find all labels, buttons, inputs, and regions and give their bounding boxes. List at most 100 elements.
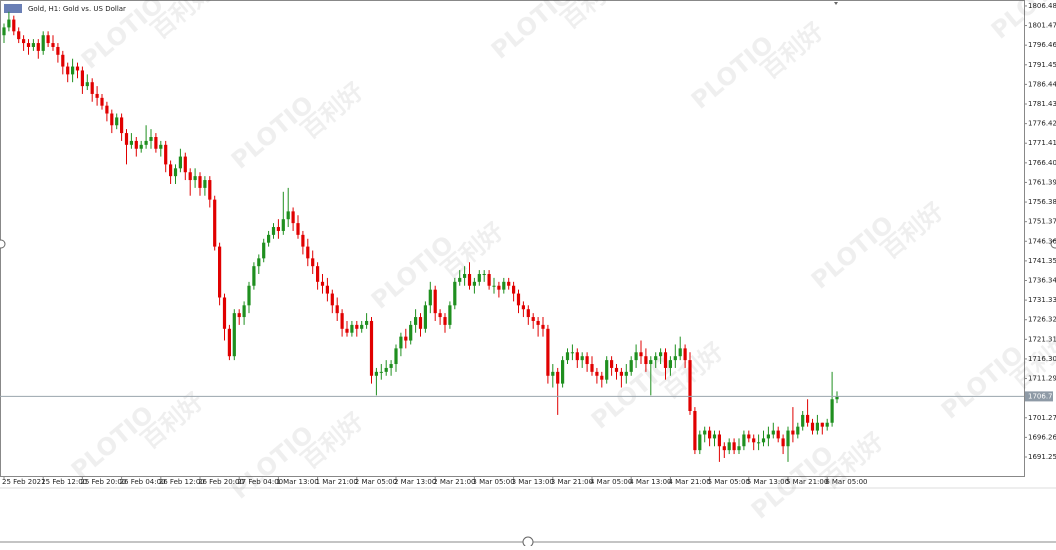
symbol-icon	[4, 4, 22, 13]
candle-body	[76, 67, 79, 71]
candle-body	[287, 211, 290, 219]
candle-body	[561, 360, 564, 383]
candle-body	[688, 360, 691, 411]
candle-body	[786, 431, 789, 447]
candle-body	[296, 223, 299, 235]
y-tick-label: 1766.40	[1028, 159, 1056, 167]
x-tick-label: 2 Mar 13:00	[394, 478, 436, 486]
candle-body	[233, 313, 236, 356]
candle-body	[365, 321, 368, 325]
candle-body	[316, 266, 319, 282]
y-tick-label: 1741.35	[1028, 257, 1056, 265]
candle-body	[453, 282, 456, 305]
candle-body	[414, 317, 417, 325]
candle-body	[336, 305, 339, 313]
candle-body	[821, 423, 824, 427]
candle-body	[532, 317, 535, 321]
candle-body	[42, 35, 45, 51]
candle-body	[326, 286, 329, 294]
candle-body	[331, 294, 334, 306]
candle-body	[595, 372, 598, 376]
candle-body	[267, 235, 270, 243]
candle-body	[556, 372, 559, 384]
candle-body	[674, 356, 677, 360]
candle-body	[576, 352, 579, 360]
x-tick-label: 5 Mar 05:00	[708, 478, 750, 486]
candle-body	[826, 423, 829, 427]
candle-body	[605, 360, 608, 380]
y-tick-label: 1736.34	[1028, 276, 1056, 284]
candle-body	[404, 337, 407, 341]
candle-body	[806, 415, 809, 423]
candle-body	[66, 67, 69, 75]
resize-handle[interactable]	[523, 537, 533, 546]
candle-body	[218, 247, 221, 298]
candle-body	[703, 431, 706, 435]
candle-body	[551, 372, 554, 376]
candle-body	[125, 133, 128, 145]
candle-body	[213, 200, 216, 247]
candle-body	[492, 286, 495, 287]
candle-body	[223, 297, 226, 328]
y-tick-label: 1746.36	[1028, 237, 1056, 245]
candle-body	[698, 434, 701, 450]
candle-body	[2, 27, 5, 35]
candle-body	[247, 286, 250, 306]
y-tick-label: 1721.31	[1028, 335, 1056, 343]
candle-body	[56, 47, 59, 55]
y-tick-label: 1796.46	[1028, 41, 1056, 49]
x-tick-label: 4 Mar 13:00	[629, 478, 671, 486]
candle-body	[625, 372, 628, 376]
candle-body	[669, 360, 672, 368]
candle-body	[375, 372, 378, 376]
candle-body	[120, 117, 123, 133]
candle-body	[649, 360, 652, 364]
candle-body	[463, 274, 466, 278]
candle-body	[458, 278, 461, 282]
candle-body	[105, 106, 108, 114]
candle-body	[639, 352, 642, 356]
candle-body	[483, 274, 486, 275]
candle-body	[811, 423, 814, 431]
candle-body	[644, 356, 647, 364]
candle-body	[51, 43, 54, 47]
candle-body	[571, 352, 574, 353]
candle-body	[277, 227, 280, 231]
x-tick-label: 4 Mar 05:00	[590, 478, 632, 486]
candle-body	[399, 337, 402, 349]
candle-body	[620, 372, 623, 376]
candle-body	[27, 43, 30, 47]
candle-body	[282, 219, 285, 231]
candle-body	[693, 411, 696, 450]
candle-body	[321, 282, 324, 286]
candle-body	[610, 360, 613, 368]
x-tick-label: 1 Mar 21:00	[316, 478, 358, 486]
candle-body	[468, 274, 471, 286]
candle-body	[385, 368, 388, 372]
y-tick-label: 1756.38	[1028, 198, 1056, 206]
x-tick-label: 3 Mar 21:00	[551, 478, 593, 486]
candle-body	[110, 114, 113, 126]
candle-body	[311, 258, 314, 266]
candle-body	[566, 352, 569, 360]
candle-body	[615, 368, 618, 372]
candle-body	[301, 235, 304, 247]
candle-body	[679, 348, 682, 356]
candle-body	[497, 286, 500, 290]
candle-body	[252, 266, 255, 286]
y-tick-label: 1731.33	[1028, 296, 1056, 304]
candle-body	[742, 434, 745, 446]
candle-body	[37, 43, 40, 51]
candle-body	[522, 305, 525, 309]
candle-body	[71, 67, 74, 75]
candle-body	[164, 145, 167, 165]
candle-body	[517, 294, 520, 306]
candle-body	[135, 141, 138, 149]
resize-handle[interactable]	[0, 240, 5, 248]
candle-body	[747, 434, 750, 438]
candle-body	[96, 94, 99, 98]
candle-body	[424, 305, 427, 328]
candle-body	[115, 117, 118, 125]
x-tick-label: 6 Mar 05:00	[825, 478, 867, 486]
shift-marker	[834, 2, 838, 5]
